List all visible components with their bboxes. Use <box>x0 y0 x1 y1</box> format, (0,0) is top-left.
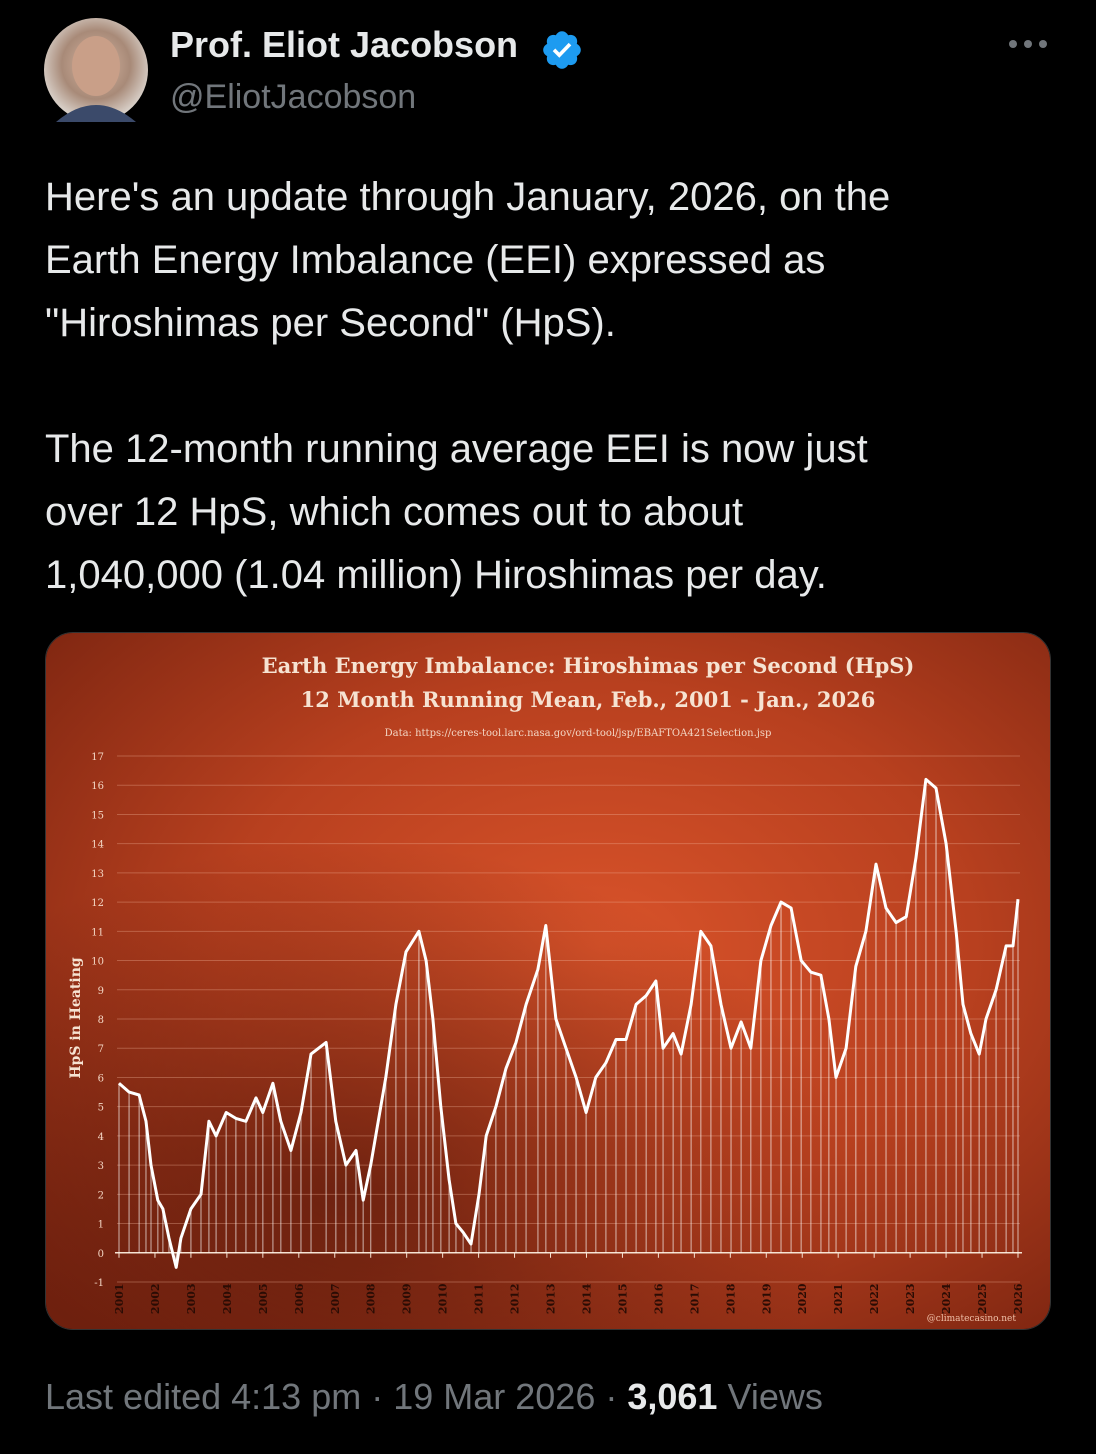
edited-time[interactable]: Last edited 4:13 pm <box>45 1376 362 1417</box>
y-axis-label: HpS in Heating <box>68 957 84 1079</box>
x-tick-label: 2019 <box>760 1283 773 1314</box>
text-line: "Hiroshimas per Second" (HpS). <box>45 301 616 345</box>
y-tick-label: 8 <box>98 1015 104 1026</box>
x-tick-label: 2017 <box>688 1283 701 1314</box>
x-tick-label: 2007 <box>329 1283 342 1314</box>
paragraph: The 12-month running average EEI is now … <box>45 418 890 607</box>
handle[interactable]: @EliotJacobson <box>170 78 417 116</box>
y-tick-label: 0 <box>98 1249 104 1260</box>
y-tick-label: 16 <box>91 781 104 792</box>
y-tick-label: 12 <box>91 898 104 909</box>
x-tick-label: 2022 <box>868 1283 881 1314</box>
x-tick-label: 2014 <box>580 1283 593 1314</box>
y-tick-label: 3 <box>98 1161 104 1172</box>
x-tick-label: 2020 <box>796 1283 809 1314</box>
y-tick-label: 6 <box>98 1073 104 1084</box>
x-tick-label: 2015 <box>616 1283 629 1314</box>
display-name[interactable]: Prof. Eliot Jacobson <box>170 24 519 65</box>
text-line: Earth Energy Imbalance (EEI) expressed a… <box>45 238 826 282</box>
text-line: 1,040,000 (1.04 million) Hiroshimas per … <box>45 553 827 597</box>
views-label: Views <box>727 1376 823 1417</box>
y-tick-label: 10 <box>91 957 104 968</box>
tweet-text: Here's an update through January, 2026, … <box>45 166 890 670</box>
y-tick-label: 2 <box>98 1190 104 1201</box>
x-tick-label: 2001 <box>113 1283 126 1314</box>
x-tick-label: 2003 <box>185 1283 198 1314</box>
footer: Last edited 4:13 pm · 19 Mar 2026 · 3,06… <box>45 1376 823 1418</box>
separator: · <box>605 1376 618 1417</box>
verified-badge <box>543 31 581 69</box>
x-tick-label: 2023 <box>904 1283 917 1314</box>
x-tick-label: 2010 <box>437 1283 450 1314</box>
separator: · <box>371 1376 384 1417</box>
x-tick-label: 2021 <box>832 1283 845 1314</box>
y-tick-label: 17 <box>91 752 104 763</box>
chart-image[interactable]: Earth Energy Imbalance: Hiroshimas per S… <box>45 632 1051 1330</box>
more-button[interactable] <box>1005 34 1051 54</box>
y-tick-label: 13 <box>91 869 104 880</box>
text-line: Here's an update through January, 2026, … <box>45 175 891 219</box>
y-tick-label: 4 <box>98 1132 104 1143</box>
y-tick-label: 9 <box>98 986 104 997</box>
y-tick-label: 14 <box>91 840 104 851</box>
y-tick-label: -1 <box>94 1278 104 1289</box>
x-tick-label: 2004 <box>221 1283 234 1314</box>
x-tick-label: 2005 <box>257 1283 270 1314</box>
y-tick-label: 7 <box>98 1044 104 1055</box>
y-tick-label: 11 <box>91 927 104 938</box>
x-tick-label: 2026 <box>1012 1283 1025 1314</box>
text-line: over 12 HpS, which comes out to about <box>45 490 744 534</box>
chart-source: Data: https://ceres-tool.larc.nasa.gov/o… <box>385 728 772 739</box>
post-date[interactable]: 19 Mar 2026 <box>393 1376 596 1417</box>
chart: Earth Energy Imbalance: Hiroshimas per S… <box>46 633 1050 1329</box>
y-tick-label: 15 <box>91 810 104 821</box>
x-tick-label: 2012 <box>509 1283 522 1314</box>
views-count: 3,061 <box>627 1376 718 1417</box>
chart-credit: @climatecasino.net <box>927 1314 1017 1324</box>
x-tick-label: 2013 <box>545 1283 558 1314</box>
paragraph: Here's an update through January, 2026, … <box>45 166 890 355</box>
y-tick-label: 5 <box>98 1103 104 1114</box>
text-line: The 12-month running average EEI is now … <box>45 427 868 471</box>
x-tick-label: 2002 <box>149 1283 162 1314</box>
y-tick-label: 1 <box>98 1220 104 1231</box>
chart-shade <box>46 633 1050 1329</box>
x-tick-label: 2011 <box>473 1283 486 1314</box>
chart-subtitle: 12 Month Running Mean, Feb., 2001 - Jan.… <box>301 687 876 712</box>
avatar[interactable] <box>44 18 148 122</box>
x-tick-label: 2025 <box>976 1283 989 1314</box>
x-tick-label: 2006 <box>293 1283 306 1314</box>
x-tick-label: 2009 <box>401 1283 414 1314</box>
x-tick-label: 2008 <box>365 1283 378 1314</box>
chart-title: Earth Energy Imbalance: Hiroshimas per S… <box>262 653 915 678</box>
data-line <box>118 777 1020 1269</box>
x-tick-label: 2024 <box>940 1283 953 1314</box>
x-tick-label: 2016 <box>652 1283 665 1314</box>
x-tick-label: 2018 <box>724 1283 737 1314</box>
